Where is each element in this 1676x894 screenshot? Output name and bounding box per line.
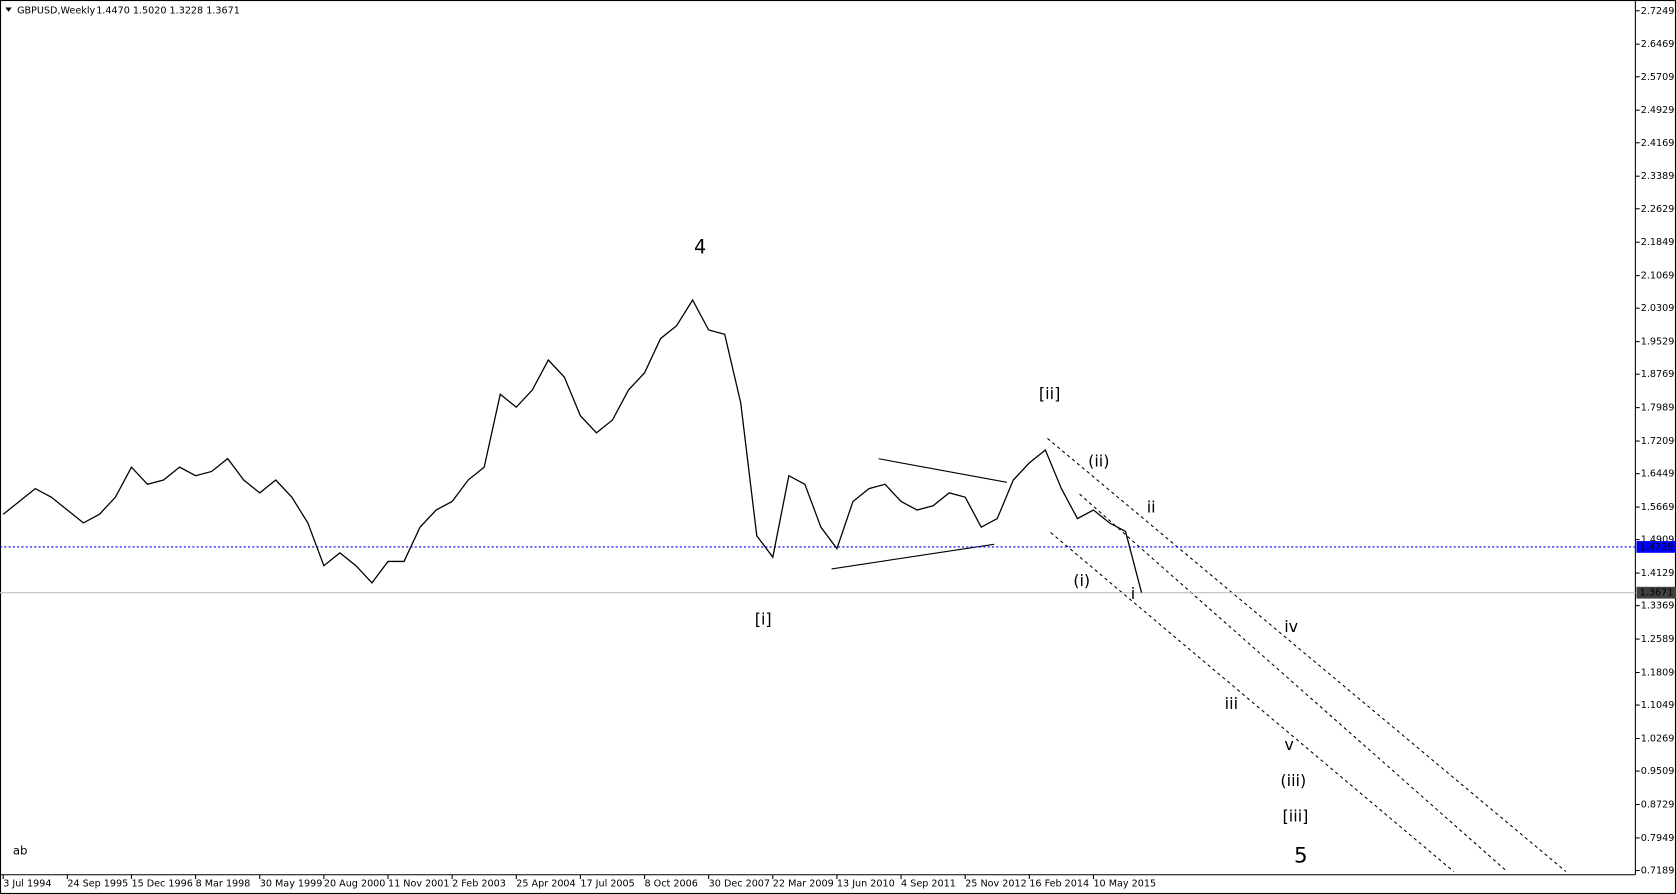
x-tick-label: 17 Jul 2005 [580,878,634,889]
price-label: 1.3671 [1640,588,1674,599]
wave-label: [i] [755,610,772,629]
x-tick-label: 11 Nov 2001 [388,878,450,889]
trendlines [831,458,1007,570]
x-tick-label: 4 Sep 2011 [901,878,956,889]
y-tick-label: 0.9509 [1641,766,1675,777]
x-tick-label: 13 Jun 2010 [837,878,895,889]
y-tick-label: 1.4129 [1641,568,1675,579]
y-tick-label: 0.7949 [1641,833,1675,844]
price-label: 1.4739 [1640,542,1674,553]
y-tick-label: 1.7209 [1641,436,1675,447]
ohlc: 1.4470 1.5020 1.3228 1.3671 [96,6,240,17]
y-tick-label: 1.1049 [1641,700,1675,711]
channel-middle [1079,493,1508,872]
x-tick-label: 3 Jul 1994 [3,878,51,889]
price-label-box [1636,586,1676,599]
y-tick-label: 2.1069 [1641,271,1675,282]
y-tick-label: 1.1809 [1641,667,1675,678]
x-tick-label: 15 Dec 1996 [131,878,192,889]
wave-label: 5 [1294,844,1308,869]
x-tick-label: 8 Mar 1998 [196,878,251,889]
y-tick-label: 1.9529 [1641,337,1675,348]
x-tick-label: 20 Aug 2000 [324,878,386,889]
y-tick-label: 1.8769 [1641,369,1675,380]
triangle-lower [831,543,995,570]
wave-label: (i) [1073,571,1090,590]
x-tick-label: 2 Feb 2003 [452,878,506,889]
corner-text: ab [13,844,28,858]
y-tick-label: 1.5669 [1641,502,1675,513]
wave-label: ii [1147,497,1156,516]
channel [1047,438,1567,872]
wave-label: 4 [694,236,706,259]
y-tick-label: 0.7189 [1641,866,1675,877]
wave-label: iv [1284,617,1298,636]
x-tick-label: 16 Feb 2014 [1029,878,1089,889]
x-tick-label: 10 May 2015 [1093,878,1156,889]
y-tick-label: 0.8729 [1641,800,1675,811]
x-tick-label: 22 Mar 2009 [773,878,834,889]
x-tick-label: 25 Apr 2004 [516,878,575,889]
y-tick-label: 1.6449 [1641,469,1675,480]
y-tick-label: 2.5709 [1641,72,1675,83]
x-tick-label: 30 Dec 2007 [709,878,770,889]
symbol: GBPUSD,Weekly [17,6,95,17]
x-tick-label: 24 Sep 1995 [67,878,128,889]
channel-lower [1050,532,1455,872]
price-label-box [1636,541,1676,553]
wave-label: (ii) [1088,451,1109,470]
y-tick-label: 2.4929 [1641,105,1675,116]
y-tick-label: 2.4169 [1641,138,1675,149]
wave-label: i [1131,584,1135,603]
y-tick-label: 2.2629 [1641,204,1675,215]
wave-label: (iii) [1280,771,1306,790]
wave-label: v [1284,735,1293,754]
y-tick-label: 1.0269 [1641,734,1675,745]
x-tick-label: 8 Oct 2006 [645,878,698,889]
y-tick-label: 2.1849 [1641,237,1675,248]
y-tick-label: 1.2589 [1641,634,1675,645]
wave-label: [ii] [1039,384,1060,403]
y-tick-label: 2.6469 [1641,39,1675,50]
wave-label: iii [1225,694,1238,713]
x-tick-label: 25 Nov 2012 [965,878,1027,889]
y-tick-label: 2.0309 [1641,303,1675,314]
y-tick-label: 1.7989 [1641,403,1675,414]
y-tick-label: 2.7249 [1641,6,1675,17]
x-tick-label: 30 May 1999 [260,878,323,889]
y-tick-label: 1.4909 [1641,535,1675,546]
header-icon [5,7,12,12]
price-line-series [2,298,1143,593]
y-tick-label: 2.3389 [1641,171,1675,182]
wave-label: [iii] [1283,807,1309,826]
y-tick-label: 1.3369 [1641,601,1675,612]
triangle-upper [878,458,1007,483]
